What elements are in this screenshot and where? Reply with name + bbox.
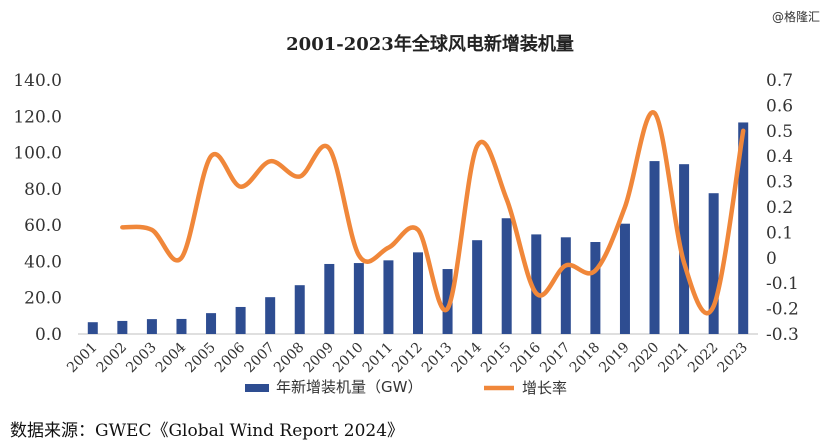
bar — [146, 319, 157, 334]
right-tick-label: 0.3 — [766, 173, 793, 193]
bar — [649, 161, 660, 334]
chart-title: 2001-2023年全球风电新增装机量 — [286, 33, 574, 55]
x-tick-label: 2020 — [626, 340, 663, 377]
right-tick-label: 0.1 — [766, 223, 793, 243]
bar — [353, 263, 364, 334]
bar — [294, 285, 305, 334]
left-tick-label: 20.0 — [24, 289, 62, 309]
bar — [235, 306, 246, 334]
left-tick-label: 80.0 — [24, 180, 62, 200]
x-axis-labels: 2001200220032004200520062007200820092010… — [64, 339, 751, 376]
right-tick-label: 0.6 — [766, 96, 793, 116]
bar — [442, 269, 453, 334]
legend-bar-swatch — [245, 384, 269, 392]
bar — [206, 313, 217, 334]
right-tick-label: 0.4 — [766, 147, 793, 167]
bar — [738, 122, 749, 334]
bar — [265, 297, 276, 334]
x-tick-label: 2015 — [478, 340, 515, 377]
x-tick-label: 2018 — [567, 340, 604, 377]
growth-rate-line — [120, 110, 746, 316]
right-axis: -0.3 -0.2 -0.1 0 0.1 0.2 0.3 0.4 0.5 0.6 0.7 — [766, 71, 799, 345]
bar — [413, 252, 423, 334]
x-tick-label: 2001 — [64, 340, 101, 377]
bar — [708, 193, 719, 334]
right-tick-label: 0 — [766, 249, 777, 269]
x-tick-label: 2016 — [508, 339, 545, 376]
left-tick-label: 140.0 — [13, 71, 62, 91]
watermark: @格隆汇 — [771, 10, 820, 24]
bar — [560, 237, 571, 334]
x-tick-label: 2017 — [537, 340, 574, 377]
x-tick-label: 2004 — [153, 339, 190, 376]
x-tick-label: 2011 — [360, 340, 397, 377]
bar — [324, 263, 335, 334]
x-tick-label: 2022 — [685, 340, 722, 377]
x-tick-label: 2003 — [123, 340, 160, 377]
x-tick-label: 2023 — [715, 340, 752, 377]
left-tick-label: 100.0 — [13, 144, 62, 164]
legend-bar-label: 年新增装机量（GW） — [276, 378, 422, 396]
bar — [87, 322, 98, 334]
bar — [472, 240, 483, 334]
bar-series — [87, 122, 749, 334]
legend-line-label: 增长率 — [522, 379, 567, 397]
bar — [501, 218, 512, 334]
x-tick-label: 2019 — [596, 340, 633, 377]
bar — [117, 320, 128, 334]
x-tick-label: 2007 — [241, 340, 278, 377]
x-tick-label: 2002 — [94, 340, 131, 377]
right-tick-label: 0.5 — [766, 122, 793, 142]
x-tick-label: 2010 — [330, 340, 367, 377]
bar — [176, 318, 187, 334]
left-tick-label: 60.0 — [24, 216, 62, 236]
x-tick-label: 2008 — [271, 340, 308, 377]
x-tick-label: 2021 — [655, 340, 692, 377]
right-tick-label: -0.2 — [766, 300, 799, 320]
right-tick-label: -0.3 — [766, 325, 799, 345]
x-tick-label: 2006 — [212, 339, 249, 376]
bar — [590, 242, 601, 334]
right-tick-label: -0.1 — [766, 274, 799, 294]
bar — [679, 164, 690, 334]
x-tick-label: 2009 — [301, 340, 338, 377]
right-tick-label: 0.2 — [766, 198, 793, 218]
left-tick-label: 120.0 — [13, 107, 62, 127]
bar — [383, 260, 394, 334]
left-tick-label: 0.0 — [35, 325, 62, 345]
left-axis: 0.0 20.0 40.0 60.0 80.0 100.0 120.0 140.0 — [13, 71, 62, 345]
x-tick-label: 2014 — [448, 339, 485, 376]
legend: 年新增装机量（GW） 增长率 — [245, 378, 567, 397]
x-tick-label: 2012 — [389, 340, 426, 377]
x-tick-label: 2013 — [419, 340, 456, 377]
right-tick-label: 0.7 — [766, 71, 793, 91]
left-tick-label: 40.0 — [24, 252, 62, 272]
bar — [531, 234, 542, 334]
bar — [619, 223, 630, 334]
source-note: 数据来源：GWEC《Global Wind Report 2024》 — [10, 421, 405, 441]
x-tick-label: 2005 — [182, 340, 219, 377]
